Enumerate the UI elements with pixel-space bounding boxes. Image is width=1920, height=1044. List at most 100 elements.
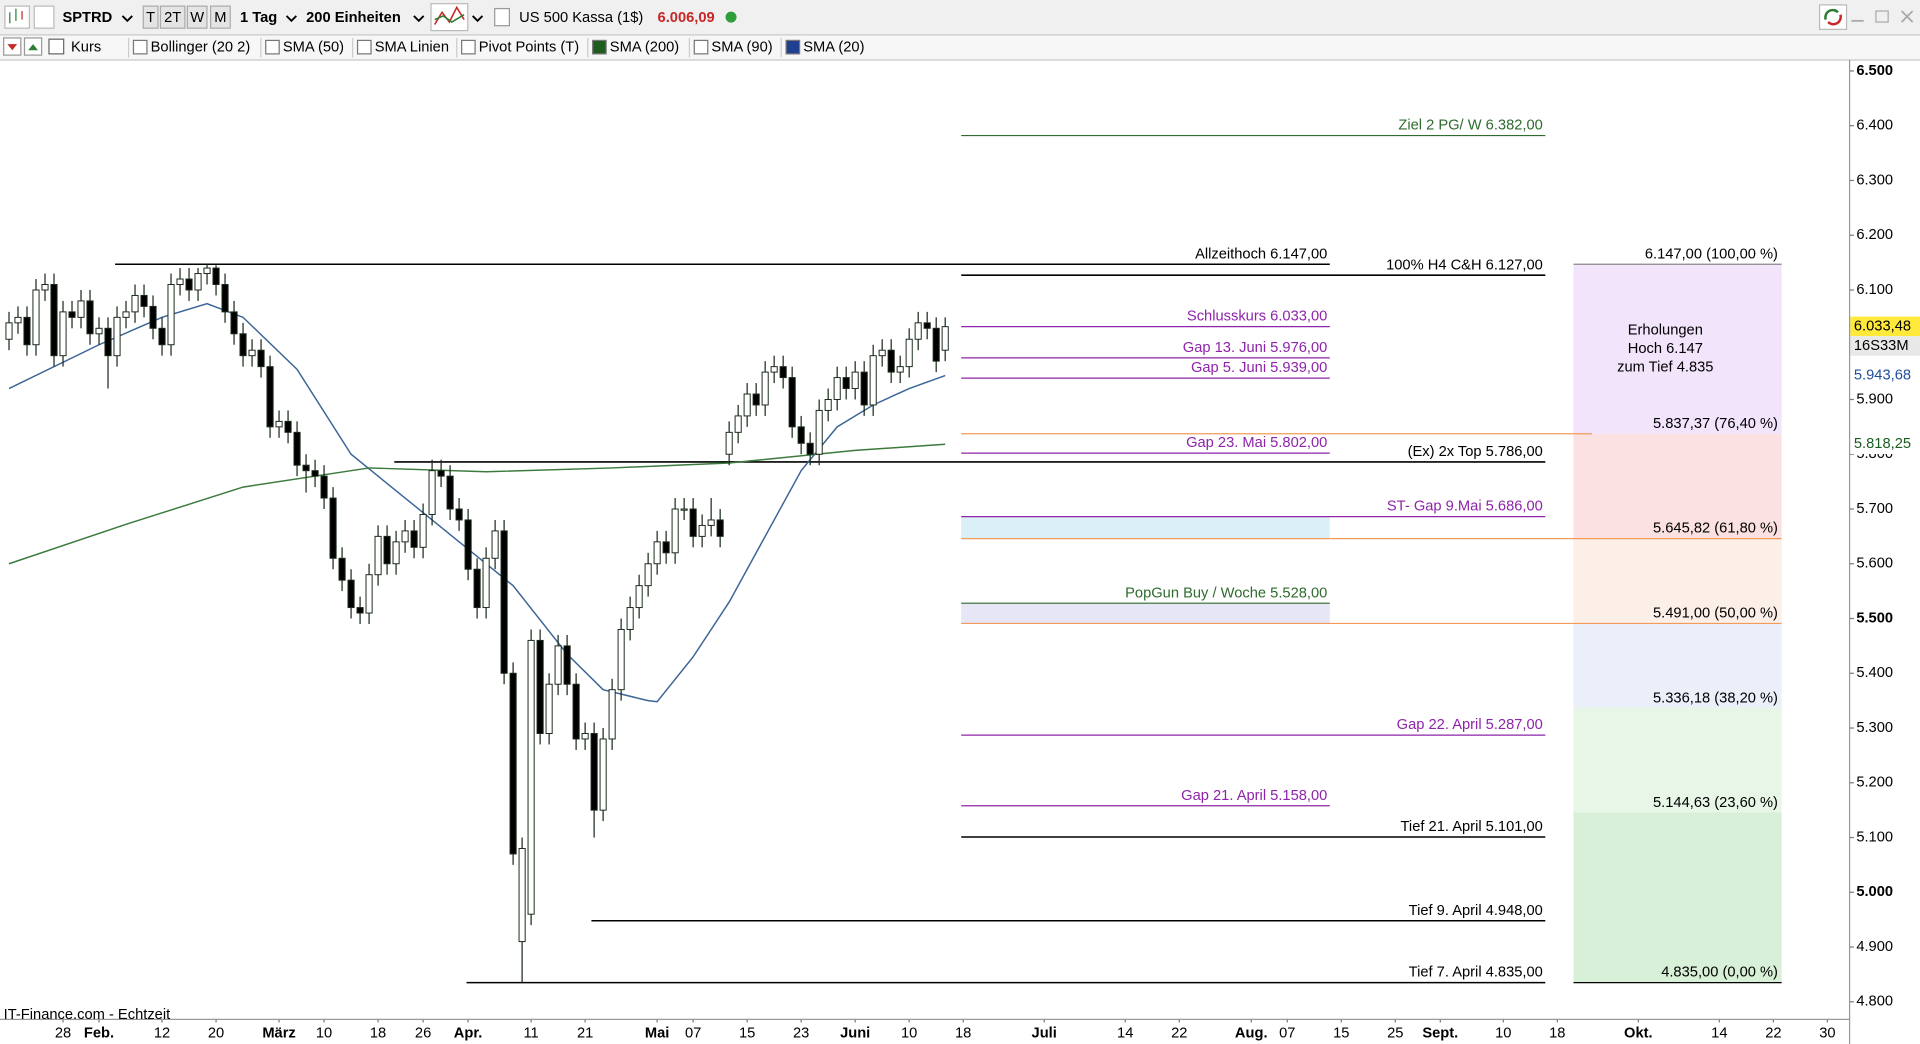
indicator-bar: [0, 35, 1920, 61]
level-label: PopGun Buy / Woche 5.528,00: [1125, 585, 1327, 601]
fib-band: [1573, 538, 1782, 624]
x-tick-label: 22: [1171, 1025, 1187, 1041]
settings-button[interactable]: [33, 5, 55, 29]
x-tick-label: 07: [1279, 1025, 1295, 1041]
period-button[interactable]: [186, 5, 208, 29]
indicator-label[interactable]: SMA (20): [803, 40, 864, 56]
candle-body: [41, 284, 49, 291]
x-tick-label: Juli: [1032, 1025, 1057, 1041]
y-tick-label: 5.700: [1856, 501, 1893, 517]
indicator-button[interactable]: [430, 3, 469, 32]
candle-body: [527, 639, 535, 915]
x-tick-label: 11: [523, 1025, 538, 1041]
level-label: Tief 21. April 5.101,00: [1401, 819, 1543, 835]
candle-body: [662, 541, 670, 554]
indicator-label[interactable]: SMA Linien: [375, 40, 449, 56]
level-label: Schlusskurs 6.033,00: [1187, 309, 1327, 325]
candle-body: [770, 366, 778, 373]
indicator-label[interactable]: SMA (50): [283, 40, 344, 56]
candle-body: [626, 607, 634, 630]
chart-type-button[interactable]: [4, 5, 30, 29]
candle-body: [5, 322, 13, 340]
indicator-label[interactable]: SMA (200): [610, 40, 679, 56]
period-label[interactable]: M: [214, 10, 226, 26]
units-selector[interactable]: 200 Einheiten: [306, 10, 401, 26]
period-button[interactable]: [210, 5, 231, 29]
period-button[interactable]: [159, 5, 186, 29]
x-tick-label: 18: [370, 1025, 386, 1041]
interval-selector[interactable]: 1 Tag: [240, 10, 277, 26]
candle-body: [671, 508, 679, 554]
candle-body: [833, 377, 841, 400]
candle-body: [563, 645, 571, 685]
period-label[interactable]: W: [190, 10, 204, 26]
x-tick-label: 25: [1387, 1025, 1403, 1041]
candle-body: [167, 284, 175, 346]
price-tag: [1850, 434, 1920, 455]
period-button[interactable]: [142, 5, 159, 29]
candle-body: [77, 300, 85, 318]
fib-band: [1573, 708, 1782, 814]
watchlist-icon[interactable]: [494, 7, 510, 27]
indicator-checkbox[interactable]: [461, 39, 476, 55]
indicator-label[interactable]: SMA (90): [711, 40, 772, 56]
candle-body: [608, 689, 616, 740]
indicator-label[interactable]: Bollinger (20 2): [151, 40, 251, 56]
x-tick-label: Feb.: [84, 1025, 114, 1041]
candle-body: [203, 267, 211, 275]
indicator-checkbox[interactable]: [693, 39, 709, 55]
level-label: Gap 5. Juni 5.939,00: [1191, 360, 1327, 376]
candle-body: [401, 530, 409, 543]
x-tick-label: Okt.: [1624, 1025, 1653, 1041]
y-tick-label: 5.500: [1856, 610, 1893, 626]
candle-body: [599, 738, 607, 811]
candle-body: [68, 311, 76, 318]
indicator-checkbox[interactable]: [265, 39, 280, 55]
candle-body: [437, 470, 445, 477]
x-tick-label: Apr.: [454, 1025, 483, 1041]
x-tick-label: 30: [1819, 1025, 1835, 1041]
period-label[interactable]: T: [146, 10, 155, 26]
candle-body: [743, 393, 751, 417]
candle-body: [410, 530, 418, 548]
zone: [961, 516, 1330, 539]
countdown: 16S33M: [1854, 338, 1909, 354]
candle-body: [23, 316, 31, 346]
candle-body: [896, 366, 904, 373]
y-tick-label: 6.400: [1856, 118, 1893, 134]
indicator-checkbox[interactable]: [356, 39, 372, 55]
period-label[interactable]: 2T: [164, 10, 181, 26]
candle-body: [554, 645, 562, 685]
candle-body: [851, 371, 859, 390]
symbol-selector[interactable]: SPTRD: [62, 10, 112, 26]
close-button[interactable]: [1900, 10, 1914, 23]
fib-label: 4.835,00 (0,00 %): [1661, 965, 1778, 981]
fib-band: [1573, 623, 1782, 709]
candle-body: [356, 607, 364, 614]
fib-note: zum Tief 4.835: [1617, 359, 1713, 375]
candle-body: [887, 349, 895, 373]
x-tick-label: 14: [1117, 1025, 1133, 1041]
indicator-label[interactable]: Pivot Points (T): [479, 40, 579, 56]
candle-body: [248, 349, 256, 357]
candle-body: [50, 284, 58, 357]
candle-body: [473, 568, 481, 609]
indicator-label[interactable]: Kurs: [71, 40, 101, 56]
restore-button[interactable]: [1875, 10, 1889, 23]
candle-body: [788, 377, 796, 428]
price-tag: [1850, 365, 1920, 386]
candle-body: [824, 398, 832, 411]
candle-body: [311, 470, 319, 477]
indicator-checkbox[interactable]: [592, 39, 607, 55]
candle-body: [644, 563, 652, 587]
x-tick-label: Juni: [840, 1025, 870, 1041]
indicator-checkbox[interactable]: [785, 39, 801, 55]
indicator-checkbox[interactable]: [132, 39, 148, 55]
candle-body: [230, 311, 238, 335]
candle-body: [923, 322, 931, 329]
price-tag-label: 6.033,48: [1854, 318, 1911, 334]
sync-button[interactable]: [1818, 4, 1848, 31]
x-tick-label: 12: [154, 1025, 170, 1041]
x-tick-label: 15: [1333, 1025, 1349, 1041]
x-tick-label: 26: [415, 1025, 431, 1041]
